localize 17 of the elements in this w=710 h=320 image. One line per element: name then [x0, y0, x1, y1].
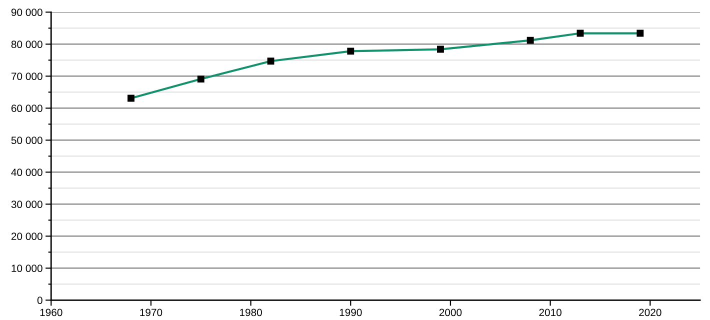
y-tick-label: 0 [37, 296, 42, 304]
y-tick-label: 50 000 [11, 136, 42, 144]
x-tick-label: 1990 [340, 308, 362, 316]
y-tick-label: 30 000 [11, 200, 42, 208]
x-tick-label: 2020 [639, 308, 662, 316]
y-tick-label: 90 000 [11, 8, 42, 16]
y-tick-label: 20 000 [11, 232, 42, 240]
y-tick-label: 60 000 [11, 104, 42, 112]
y-tick-label: 40 000 [11, 168, 42, 176]
y-tick-label: 80 000 [11, 40, 42, 48]
x-tick-label: 2000 [439, 308, 462, 316]
x-tick-label: 2010 [539, 308, 562, 316]
x-tick-label: 1960 [40, 308, 62, 316]
x-tick-label: 1970 [140, 308, 162, 316]
x-tick-label: 1980 [240, 308, 262, 316]
y-tick-label: 70 000 [11, 72, 42, 80]
y-tick-label: 10 000 [12, 264, 42, 272]
